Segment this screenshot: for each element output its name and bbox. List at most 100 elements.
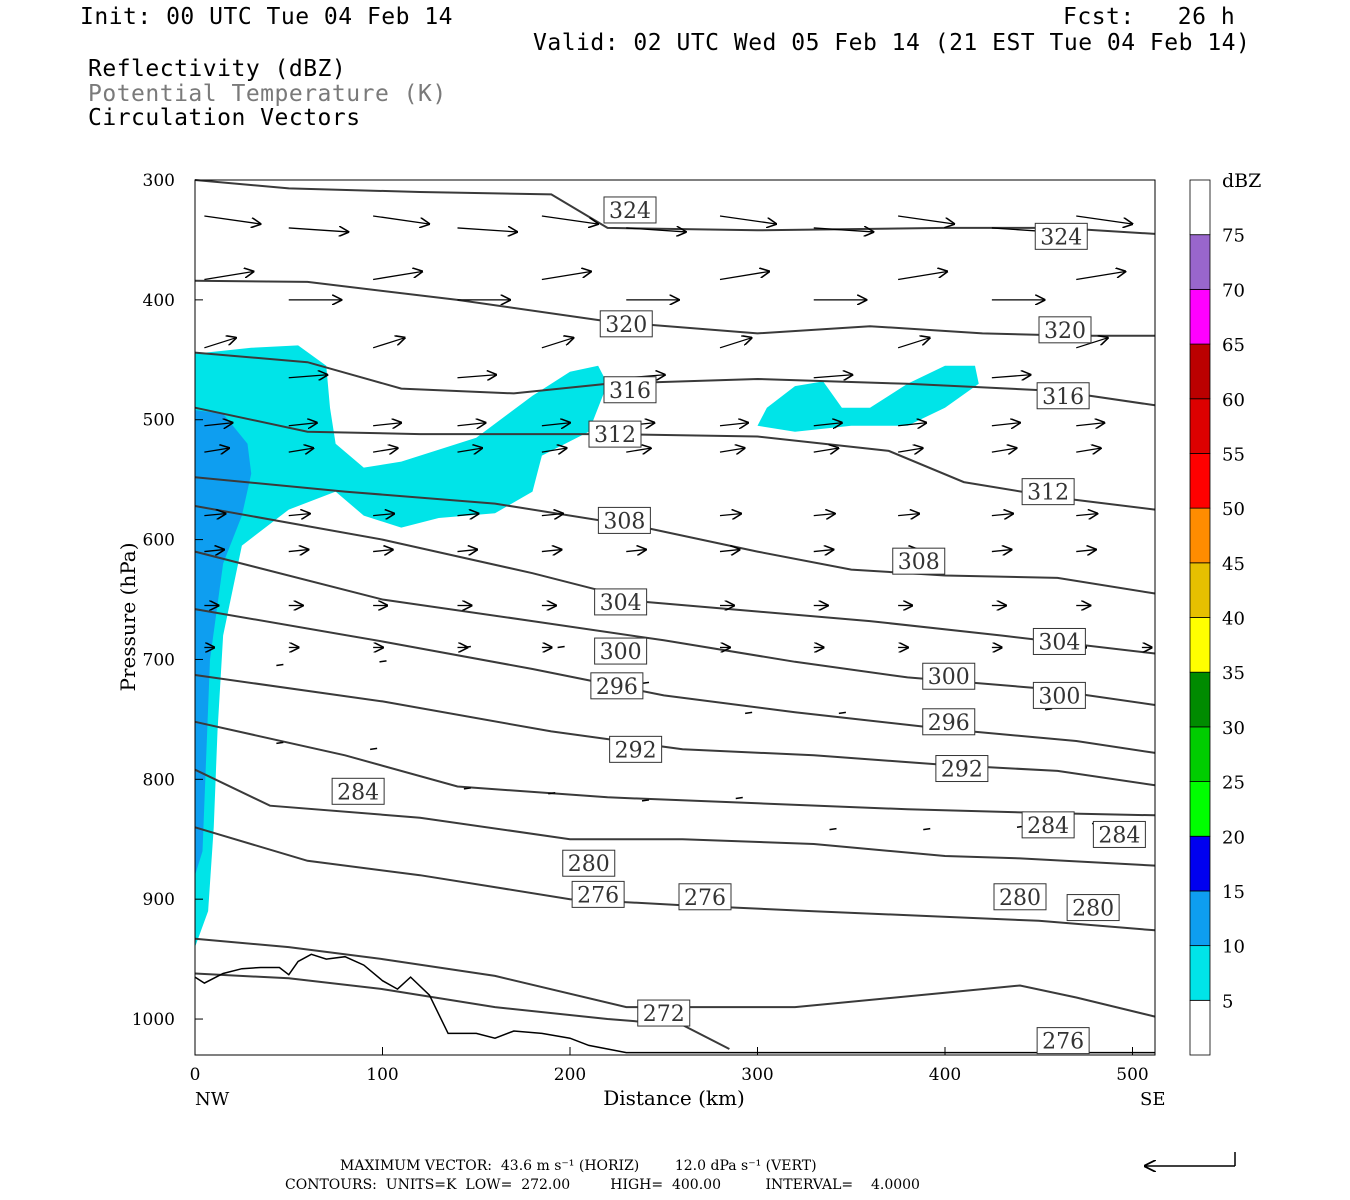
contour-label-box bbox=[993, 883, 1047, 911]
theta-contour-296 bbox=[194, 608, 1156, 754]
vector-arrow bbox=[457, 375, 497, 378]
theta-contour-292 bbox=[194, 674, 1156, 787]
theta-contour-308 bbox=[194, 476, 1156, 595]
contour-label-box bbox=[1032, 627, 1086, 655]
vector-tick bbox=[735, 796, 743, 800]
vector-arrow bbox=[204, 338, 236, 349]
contour-label-276: 276 bbox=[577, 883, 619, 908]
forecast-hour: Fcst: 26 h bbox=[1063, 4, 1236, 30]
x-left-label: NW bbox=[195, 1089, 230, 1110]
colorbar-tick-label: 55 bbox=[1222, 444, 1245, 465]
theta-contour-312 bbox=[194, 406, 1156, 511]
contour-label-272: 272 bbox=[643, 1002, 685, 1027]
init-time: Init: 00 UTC Tue 04 Feb 14 bbox=[80, 4, 454, 30]
vector-arrow bbox=[541, 215, 598, 224]
contour-label-292: 292 bbox=[615, 738, 657, 763]
y-tick-label: 500 bbox=[143, 411, 175, 431]
vector-tick bbox=[829, 827, 837, 831]
contour-label-box bbox=[588, 420, 642, 448]
vector-tick bbox=[923, 827, 931, 831]
contour-label-box bbox=[609, 735, 663, 763]
contour-label-312: 312 bbox=[594, 423, 636, 448]
theta-contour-300 bbox=[194, 550, 1156, 706]
valid-time: Valid: 02 UTC Wed 05 Feb 14 (21 EST Tue … bbox=[533, 30, 1251, 56]
vector-arrow bbox=[457, 550, 478, 552]
refl-10dbz-region bbox=[195, 410, 252, 876]
colorbar-tick-label: 20 bbox=[1222, 827, 1245, 848]
colorbar-tick-label: 10 bbox=[1222, 937, 1245, 958]
contour-label-box bbox=[1038, 316, 1092, 344]
colorbar-swatch bbox=[1189, 179, 1211, 236]
theta-contour-316 bbox=[194, 351, 1156, 407]
contour-label-box bbox=[562, 849, 616, 877]
contour-label-box bbox=[571, 880, 625, 908]
vector-arrow bbox=[204, 514, 225, 516]
vector-arrow bbox=[813, 514, 835, 516]
vector-arrow bbox=[719, 514, 741, 516]
vector-arrow bbox=[541, 448, 567, 452]
vector-arrow bbox=[1076, 550, 1096, 552]
field-vectors: Circulation Vectors bbox=[88, 105, 361, 131]
contour-label-276: 276 bbox=[1042, 1030, 1084, 1055]
vector-arrow bbox=[991, 448, 1017, 452]
colorbar-swatch bbox=[1189, 617, 1211, 673]
contour-label-box bbox=[1032, 681, 1086, 709]
colorbar-swatch bbox=[1189, 999, 1211, 1056]
contour-label-284: 284 bbox=[1098, 823, 1140, 848]
contour-label-312: 312 bbox=[1027, 481, 1069, 506]
x-tick-label: 400 bbox=[929, 1065, 961, 1085]
theta-contour-284 bbox=[194, 768, 1156, 867]
colorbar-tick-label: 60 bbox=[1222, 390, 1245, 411]
x-axis-label: Distance (km) bbox=[603, 1086, 745, 1110]
vector-arrow bbox=[373, 423, 401, 426]
contour-label-276: 276 bbox=[684, 886, 726, 911]
vector-arrow bbox=[719, 338, 752, 349]
contour-label-box bbox=[935, 755, 989, 783]
vector-arrow bbox=[372, 338, 405, 349]
colorbar-tick-label: 35 bbox=[1222, 663, 1245, 684]
vector-arrow bbox=[898, 271, 947, 281]
axes: 300 400 500 600 700 800 900 1000 0 100 200 300 400 50… bbox=[132, 171, 1149, 1085]
vector-tick bbox=[276, 663, 284, 667]
contour-label-box bbox=[594, 588, 648, 616]
y-tick-label: 600 bbox=[143, 531, 175, 551]
vector-arrow bbox=[626, 448, 651, 452]
theta-contours bbox=[194, 179, 1156, 1050]
vector-arrow bbox=[204, 271, 253, 281]
contour-label-280: 280 bbox=[1072, 897, 1114, 922]
reflectivity-fill bbox=[195, 345, 979, 948]
colorbar-tick-label: 15 bbox=[1222, 882, 1245, 903]
theta-contour-324 bbox=[194, 179, 1156, 235]
vector-arrow bbox=[373, 448, 398, 452]
colorbar-swatch bbox=[1189, 562, 1211, 618]
contour-label-316: 316 bbox=[1042, 385, 1084, 410]
y-tick-label: 900 bbox=[143, 890, 175, 910]
colorbar-tick-label: 40 bbox=[1222, 609, 1245, 630]
vector-arrow bbox=[288, 423, 317, 426]
vector-arrow bbox=[719, 215, 776, 224]
contour-label-box bbox=[922, 662, 976, 690]
contour-label-284: 284 bbox=[1027, 814, 1069, 839]
contour-label-box bbox=[1036, 382, 1090, 410]
colorbar-title: dBZ bbox=[1222, 170, 1261, 192]
vector-arrow bbox=[719, 423, 748, 426]
vector-tick bbox=[1045, 708, 1053, 711]
contour-label-box bbox=[1092, 820, 1146, 848]
vector-arrow bbox=[897, 338, 930, 349]
vector-arrow bbox=[991, 375, 1031, 378]
vector-arrow bbox=[1076, 514, 1097, 516]
max-vector-note: MAXIMUM VECTOR: 43.6 m s⁻¹ (HORIZ) 12.0 … bbox=[340, 1158, 817, 1174]
colorbar-tick-label: 70 bbox=[1222, 280, 1245, 301]
contour-label-box bbox=[590, 672, 644, 700]
vector-arrow bbox=[719, 448, 745, 452]
contour-label-308: 308 bbox=[898, 550, 940, 575]
vector-tick bbox=[276, 741, 284, 745]
vector-arrow bbox=[1076, 215, 1132, 224]
vector-arrow bbox=[457, 514, 479, 516]
vector-tick bbox=[838, 711, 846, 715]
contour-label-296: 296 bbox=[596, 675, 638, 700]
theta-contour-280 bbox=[194, 826, 1156, 932]
contour-label-box bbox=[1036, 1027, 1090, 1055]
y-axis-label: Pressure (hPa) bbox=[116, 543, 140, 692]
vector-arrow bbox=[457, 423, 486, 426]
